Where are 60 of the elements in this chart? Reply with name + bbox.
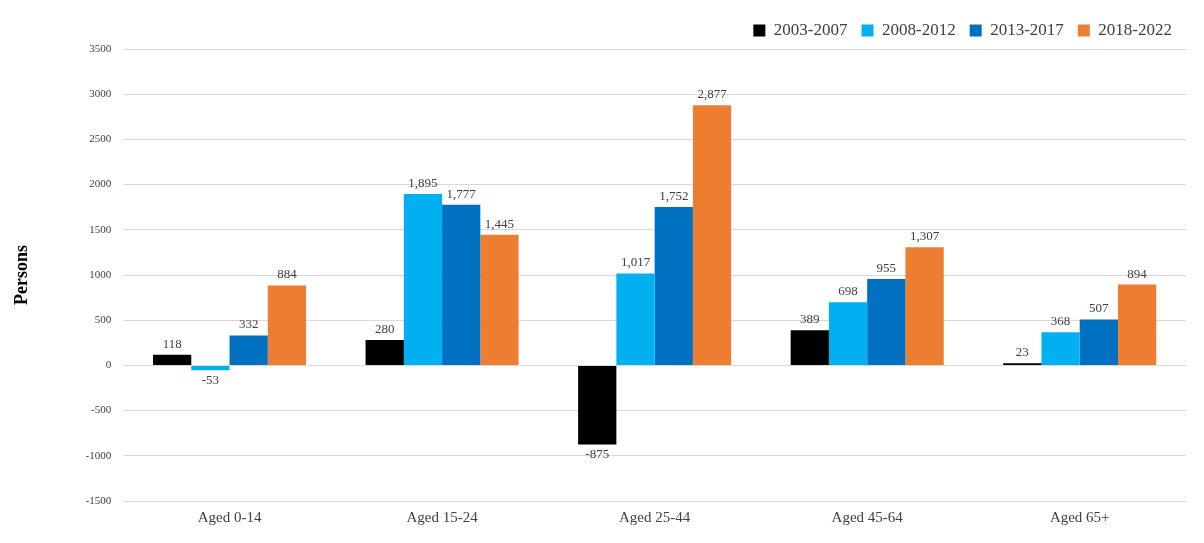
- x-tick-label: Aged 25-44: [619, 508, 691, 525]
- legend-label: 2003-2007: [773, 19, 849, 39]
- legend-label: 2013-2017: [990, 19, 1065, 39]
- bar: [153, 354, 192, 365]
- data-label: 389: [800, 311, 820, 327]
- y-tick-label: 3000: [89, 87, 112, 100]
- data-label: 1,895: [408, 175, 438, 191]
- data-label: 1,307: [909, 228, 940, 244]
- bar: [790, 330, 829, 365]
- data-label: 1,752: [659, 187, 689, 203]
- bar: [828, 302, 868, 365]
- y-axis-title: Persons: [11, 245, 32, 305]
- data-label: 884: [277, 266, 298, 282]
- bar: [267, 285, 307, 365]
- data-label: 332: [238, 316, 259, 332]
- y-tick-label: 1500: [89, 222, 112, 235]
- y-tick-label: 2000: [89, 177, 112, 190]
- bar: [191, 365, 230, 371]
- bar: [1041, 332, 1080, 365]
- data-label: 507: [1089, 300, 1110, 316]
- bar: [654, 207, 693, 365]
- data-label: 118: [162, 335, 182, 351]
- data-label: 280: [374, 321, 395, 337]
- legend-label: 2008-2012: [882, 19, 956, 39]
- bar: [1117, 284, 1157, 365]
- x-tick-label: Aged 0-14: [197, 508, 262, 525]
- bar: [442, 204, 481, 365]
- bar: [229, 335, 268, 365]
- data-label: 894: [1127, 265, 1148, 281]
- bar: [1079, 319, 1118, 365]
- data-label: -53: [201, 372, 220, 388]
- y-tick-label: -1000: [85, 448, 112, 461]
- y-tick-label: 500: [94, 313, 112, 326]
- data-label: 1,017: [620, 254, 651, 270]
- y-tick-label: 3500: [89, 41, 112, 54]
- y-tick-label: -1500: [85, 493, 112, 506]
- bar: [365, 340, 404, 365]
- bar: [692, 105, 732, 365]
- legend-label: 2018-2022: [1098, 19, 1173, 39]
- x-tick-label: Aged 15-24: [406, 508, 479, 525]
- bar: [616, 273, 655, 365]
- data-label: 368: [1050, 313, 1071, 329]
- x-tick-label: Aged 45-64: [831, 508, 904, 525]
- data-label: 955: [876, 259, 897, 275]
- data-label: -875: [585, 446, 610, 462]
- data-label: 1,445: [484, 215, 515, 231]
- x-tick-label: Aged 65+: [1049, 508, 1110, 525]
- y-tick-label: 0: [105, 358, 112, 371]
- data-label: 23: [1015, 344, 1029, 360]
- y-tick-label: 1000: [89, 267, 112, 280]
- data-label: 2,877: [697, 86, 728, 102]
- data-label: 1,777: [446, 185, 477, 201]
- bar: [905, 247, 944, 365]
- bar: [867, 279, 906, 365]
- y-tick-label: -500: [91, 403, 112, 416]
- bar: [480, 234, 519, 365]
- data-label: 698: [838, 283, 858, 299]
- y-tick-label: 2500: [89, 132, 112, 145]
- bar: [403, 194, 443, 365]
- bar: [578, 365, 617, 445]
